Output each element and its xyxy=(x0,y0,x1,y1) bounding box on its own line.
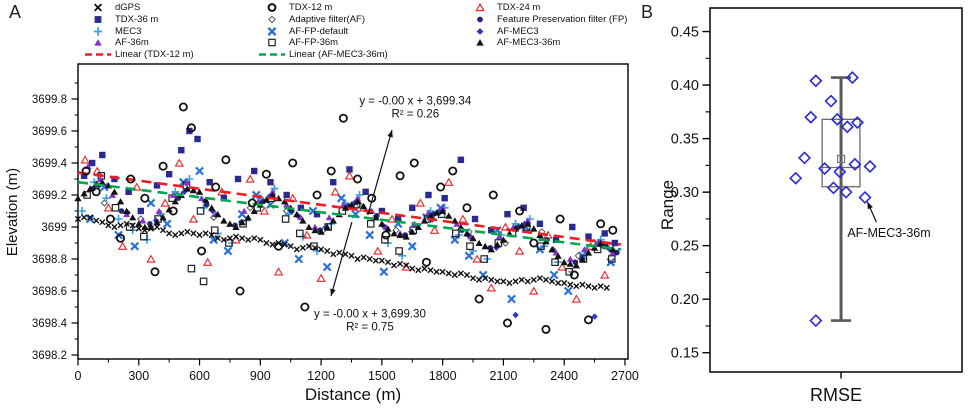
svg-text:3699: 3699 xyxy=(41,222,67,234)
legend-item-tdx-36-m: TDX-36 m xyxy=(84,14,194,26)
legend-marker-af-mec3-icon xyxy=(476,27,484,35)
legend-item-af-mec3-36m: AF-MEC3-36m xyxy=(466,37,627,49)
legend-label: MEC3 xyxy=(115,25,142,37)
svg-text:R² = 0.26: R² = 0.26 xyxy=(391,109,439,121)
series-tdx-12-m xyxy=(81,102,618,334)
legend-item-af-mec3: AF-MEC3 xyxy=(466,25,627,37)
panel-a-axes: 3699.8 3699.6 3699.4 3699.2 3699 3698.8 3698.6… xyxy=(32,82,639,383)
svg-text:1800: 1800 xyxy=(429,369,457,383)
legend-item-tdx-24-m: TDX-24 m xyxy=(466,2,627,14)
svg-text:0.40: 0.40 xyxy=(671,78,699,94)
legend-marker-af-fp-default-icon xyxy=(267,26,277,36)
panel-a-label: A xyxy=(9,2,22,22)
legend-marker-tdx-36-m-icon xyxy=(94,16,102,23)
svg-text:0.45: 0.45 xyxy=(671,25,699,41)
svg-text:0.35: 0.35 xyxy=(671,132,699,148)
legend-item-af-fp-36m: AF-FP-36m xyxy=(258,37,388,49)
legend-marker-mec3-icon xyxy=(93,27,103,36)
legend-label: AF-36m xyxy=(115,37,149,49)
legend-label: TDX-36 m xyxy=(115,14,159,26)
series-af-fp-default xyxy=(85,166,616,304)
trend-line-linear-af-mec3-36m xyxy=(77,180,622,251)
legend-marker-linear-af-mec3-36m-icon xyxy=(259,53,285,56)
svg-text:3699.8: 3699.8 xyxy=(32,94,67,106)
legend-item-af-fp-default: AF-FP-default xyxy=(258,25,388,37)
svg-text:3699.6: 3699.6 xyxy=(32,126,67,138)
svg-text:2100: 2100 xyxy=(490,369,518,383)
legend-item-tdx-12-m: TDX-12 m xyxy=(258,2,388,14)
svg-text:0.20: 0.20 xyxy=(671,292,699,308)
svg-text:R² = 0.75: R² = 0.75 xyxy=(346,321,394,333)
svg-text:3698.4: 3698.4 xyxy=(32,318,68,330)
legend-marker-feature-preservation-filter-fp-icon xyxy=(477,16,483,23)
series-dgps xyxy=(74,214,610,291)
svg-text:3698.2: 3698.2 xyxy=(32,350,67,362)
svg-text:600: 600 xyxy=(189,369,210,383)
svg-text:3698.8: 3698.8 xyxy=(32,254,67,266)
legend-label: Feature Preservation filter (FP) xyxy=(497,14,628,26)
legend-label: Linear (AF-MEC3-36m) xyxy=(289,49,388,61)
legend-label: AF-FP-default xyxy=(289,25,349,37)
legend-marker-linear-tdx-12-m-icon xyxy=(85,53,111,56)
svg-text:3698.6: 3698.6 xyxy=(32,286,67,298)
svg-text:0.25: 0.25 xyxy=(671,239,699,255)
legend-item-feature-preservation-filter-fp: Feature Preservation filter (FP) xyxy=(466,14,627,26)
svg-text:y = -0.00 x + 3,699.34: y = -0.00 x + 3,699.34 xyxy=(359,96,471,108)
svg-text:1200: 1200 xyxy=(307,369,335,383)
panel-b-x-axis-label: RMSE xyxy=(809,385,862,405)
box-plot xyxy=(821,76,861,322)
legend-marker-tdx-12-m-icon xyxy=(267,3,277,13)
svg-text:2400: 2400 xyxy=(550,369,578,383)
legend-column-2: TDX-12 m Adaptive filter(AF) AF-FP-default… xyxy=(258,2,388,60)
legend-marker-dgps-icon xyxy=(93,3,103,12)
legend-item-af-36m: AF-36m xyxy=(84,37,194,49)
trend-line-linear-tdx-12-m xyxy=(77,171,622,246)
panel-b-chart: 0.45 0.40 0.35 0.30 0.25 0.20 0.15 AF-MEC3-36m xyxy=(671,7,963,379)
legend-marker-af-mec3-36m-icon xyxy=(476,39,484,47)
panel-b-axes: 0.45 0.40 0.35 0.30 0.25 0.20 0.15 xyxy=(671,25,842,379)
legend-label: TDX-24 m xyxy=(497,2,541,14)
svg-text:3699.2: 3699.2 xyxy=(32,190,67,202)
legend: dGPS TDX-36 m MEC3 AF-36m Linear (TDX-12 m) T… xyxy=(0,0,655,64)
svg-text:900: 900 xyxy=(250,369,271,383)
legend-marker-af-36m-icon xyxy=(94,39,102,47)
legend-marker-tdx-24-m-icon xyxy=(475,3,485,12)
legend-marker-adaptive-filter-af-icon xyxy=(268,15,276,24)
svg-text:AF-MEC3-36m: AF-MEC3-36m xyxy=(847,226,930,240)
legend-column-3: TDX-24 m Feature Preservation filter (FP)… xyxy=(466,2,627,49)
series-rmse-points xyxy=(789,71,877,328)
svg-text:0: 0 xyxy=(75,369,82,383)
svg-text:300: 300 xyxy=(128,369,149,383)
panel-a-y-axis-label: Elevation (m) xyxy=(4,167,21,257)
legend-label: AF-MEC3 xyxy=(497,25,539,37)
legend-label: Adaptive filter(AF) xyxy=(289,14,366,26)
legend-item-linear-af-mec3-36m: Linear (AF-MEC3-36m) xyxy=(258,49,388,61)
panel-b-annotation: AF-MEC3-36m xyxy=(847,201,931,240)
svg-text:2700: 2700 xyxy=(611,369,639,383)
legend-label: AF-FP-36m xyxy=(289,37,339,49)
svg-text:1500: 1500 xyxy=(368,369,396,383)
legend-label: AF-MEC3-36m xyxy=(497,37,561,49)
panel-a-x-axis-label: Distance (m) xyxy=(304,385,402,404)
svg-text:y = -0.00 x + 3,699.30: y = -0.00 x + 3,699.30 xyxy=(314,308,426,320)
panel-b-label: B xyxy=(641,2,654,22)
panel-a-chart: 3699.8 3699.6 3699.4 3699.2 3699 3698.8 3698.6… xyxy=(32,63,639,383)
legend-column-1: dGPS TDX-36 m MEC3 AF-36m Linear (TDX-12 m) xyxy=(84,2,194,60)
svg-text:0.15: 0.15 xyxy=(671,346,699,362)
legend-label: TDX-12 m xyxy=(289,2,333,14)
svg-text:3699.4: 3699.4 xyxy=(32,158,68,170)
legend-marker-af-fp-36m-icon xyxy=(268,39,276,47)
legend-label: Linear (TDX-12 m) xyxy=(115,49,194,61)
legend-item-mec3: MEC3 xyxy=(84,25,194,37)
legend-item-adaptive-filter-af: Adaptive filter(AF) xyxy=(258,14,388,26)
panel-b-y-axis-label: Range xyxy=(658,179,677,231)
legend-item-dgps: dGPS xyxy=(84,2,194,14)
legend-item-linear-tdx-12-m: Linear (TDX-12 m) xyxy=(84,49,194,61)
legend-label: dGPS xyxy=(115,2,141,14)
svg-text:0.30: 0.30 xyxy=(671,185,699,201)
